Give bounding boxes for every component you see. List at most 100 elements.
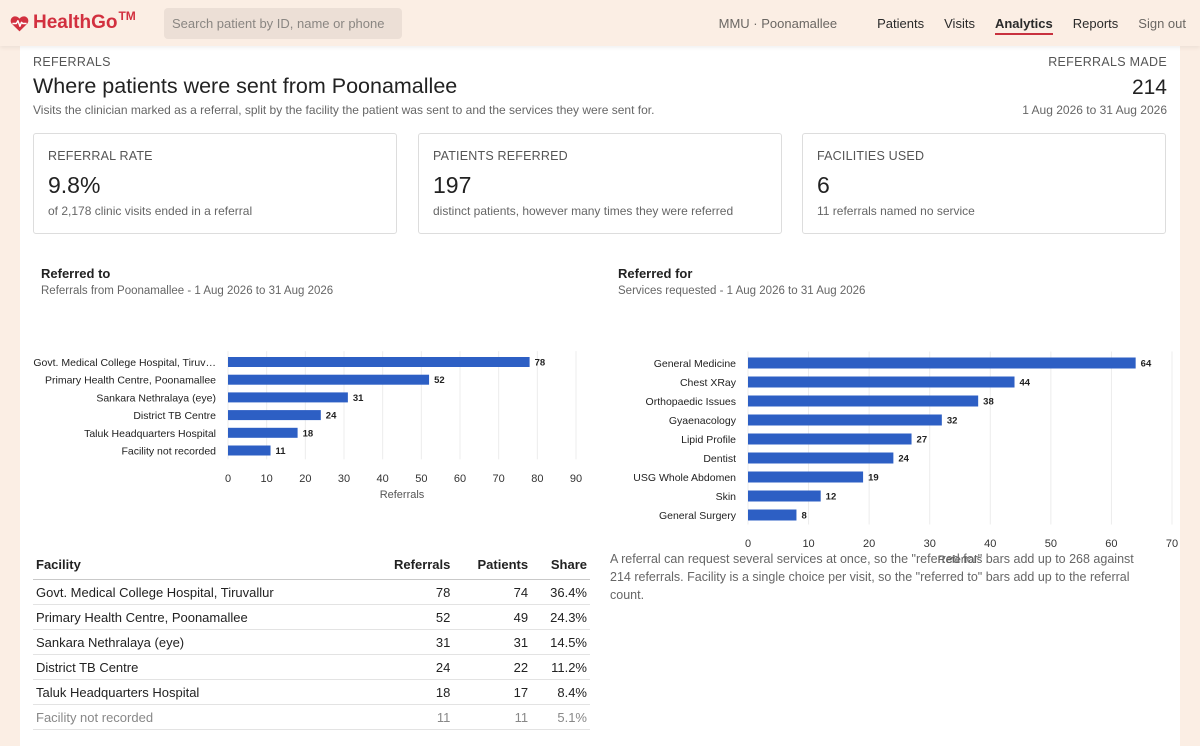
cell-share: 14.5% <box>531 629 590 655</box>
nav-visits[interactable]: Visits <box>944 15 975 31</box>
bar <box>228 410 321 421</box>
bar <box>748 490 821 502</box>
cell-patients: 11 <box>453 704 532 730</box>
referrals-panel: REFERRALS Where patients were sent from … <box>20 46 1180 746</box>
search-input[interactable] <box>164 8 402 39</box>
x-tick-label: 60 <box>454 473 466 485</box>
x-tick-label: 20 <box>863 538 875 550</box>
brand-name: HealthGo <box>33 12 118 33</box>
col-referrals: Referrals <box>367 549 454 580</box>
cell-referrals: 18 <box>367 679 454 705</box>
data-label: 64 <box>1141 359 1152 370</box>
data-label: 24 <box>326 411 337 422</box>
cell-share: 5.1% <box>531 704 590 730</box>
sign-out-link[interactable]: Sign out <box>1138 15 1186 31</box>
x-tick-label: 80 <box>531 473 543 485</box>
chart-title-referred-to: Referred to <box>41 266 111 281</box>
cell-referrals: 11 <box>367 704 454 730</box>
category-label: Lipid Profile <box>681 434 736 446</box>
bar <box>748 395 979 407</box>
cell-facility: Sankara Nethralaya (eye) <box>33 629 368 655</box>
data-label: 44 <box>1020 378 1031 389</box>
category-label: Chest XRay <box>680 377 737 389</box>
referrals-made-value: 214 <box>1131 76 1167 99</box>
x-tick-label: 40 <box>984 538 996 550</box>
bar <box>228 445 271 456</box>
x-tick-label: 90 <box>570 473 582 485</box>
col-share: Share <box>531 549 590 580</box>
bar <box>228 427 298 438</box>
cell-facility: Govt. Medical College Hospital, Tiruvall… <box>33 579 368 605</box>
nav-analytics[interactable]: Analytics <box>994 15 1053 35</box>
cell-referrals: 31 <box>367 629 454 655</box>
data-label: 78 <box>535 358 546 369</box>
table-row: Primary Health Centre, Poonamallee 52 49 24… <box>33 604 590 630</box>
cell-patients: 17 <box>453 679 532 705</box>
cell-share: 24.3% <box>531 604 590 630</box>
stat-label: PATIENTS REFERRED <box>433 149 568 163</box>
bar <box>748 414 942 426</box>
col-patients: Patients <box>453 549 532 580</box>
data-label: 18 <box>303 428 314 439</box>
x-tick-label: 50 <box>1045 538 1057 550</box>
cell-referrals: 52 <box>367 604 454 630</box>
stat-card-facilities-used: FACILITIES USED 6 11 referrals named no … <box>802 133 1166 234</box>
x-tick-label: 0 <box>745 538 751 550</box>
x-tick-label: 40 <box>377 473 389 485</box>
category-label: Primary Health Centre, Poonamallee <box>45 375 216 387</box>
data-label: 38 <box>983 397 994 408</box>
category-label: USG Whole Abdomen <box>633 472 736 484</box>
cell-referrals: 24 <box>367 654 454 680</box>
bar <box>228 392 348 403</box>
stat-label: REFERRAL RATE <box>48 149 153 163</box>
stat-note: of 2,178 clinic visits ended in a referr… <box>48 204 253 218</box>
data-label: 32 <box>947 416 958 427</box>
stat-value: 6 <box>817 172 830 198</box>
cell-referrals: 78 <box>367 579 454 605</box>
cell-patients: 49 <box>453 604 532 630</box>
category-label: Govt. Medical College Hospital, Tiruv… <box>33 357 216 369</box>
x-tick-label: 10 <box>802 538 814 550</box>
x-tick-label: 60 <box>1105 538 1117 550</box>
category-label: Dentist <box>703 453 736 465</box>
main-nav: MMU · Poonamallee Patients Visits Analyt… <box>719 0 1186 46</box>
table-row: Sankara Nethralaya (eye) 31 31 14.5% <box>33 629 590 655</box>
category-label: Gyaenacology <box>669 415 737 427</box>
stat-value: 197 <box>433 172 472 198</box>
heart-pulse-icon <box>10 15 29 31</box>
x-tick-label: 20 <box>299 473 311 485</box>
data-label: 12 <box>826 492 837 503</box>
cell-share: 8.4% <box>531 679 590 705</box>
category-label: Skin <box>716 491 737 503</box>
table-row: Govt. Medical College Hospital, Tiruvall… <box>33 579 590 605</box>
stat-card-referral-rate: REFERRAL RATE 9.8% of 2,178 clinic visit… <box>33 133 397 234</box>
table-row: Facility not recorded 11 11 5.1% <box>33 704 590 730</box>
brand-logo[interactable]: HealthGo TM <box>10 9 136 35</box>
x-tick-label: 0 <box>225 473 231 485</box>
stat-label: FACILITIES USED <box>817 149 925 163</box>
nav-reports[interactable]: Reports <box>1072 15 1119 31</box>
cell-facility: Primary Health Centre, Poonamallee <box>33 604 368 630</box>
cell-facility: Taluk Headquarters Hospital <box>33 679 368 705</box>
stat-note: 11 referrals named no service <box>817 204 975 218</box>
cell-patients: 22 <box>453 654 532 680</box>
cell-patients: 74 <box>453 579 532 605</box>
nav-patients[interactable]: Patients <box>877 15 925 31</box>
cell-facility: District TB Centre <box>33 654 368 680</box>
top-nav-bar: HealthGo TM MMU · Poonamallee Patients V… <box>0 0 1200 46</box>
bar <box>748 452 894 464</box>
location-label: MMU · Poonamallee <box>718 15 838 31</box>
referred-for-bar-chart: 0 10 20 30 40 50 60 70 General Medicine 64 Chest X… <box>633 351 1178 566</box>
col-facility: Facility <box>33 549 368 580</box>
bar <box>748 376 1015 388</box>
x-tick-label: 50 <box>415 473 427 485</box>
referral-note: A referral can request several services … <box>610 552 1134 602</box>
category-label: Orthopaedic Issues <box>646 396 736 408</box>
category-label: General Medicine <box>654 358 736 370</box>
x-tick-label: 30 <box>338 473 350 485</box>
x-tick-label: 70 <box>1166 538 1178 550</box>
table-header-row: Facility Referrals Patients Share <box>33 549 590 580</box>
cell-share: 11.2% <box>531 654 590 680</box>
data-label: 11 <box>276 446 287 457</box>
chart-subtitle-referred-for: Services requested - 1 Aug 2026 to 31 Au… <box>618 285 866 297</box>
